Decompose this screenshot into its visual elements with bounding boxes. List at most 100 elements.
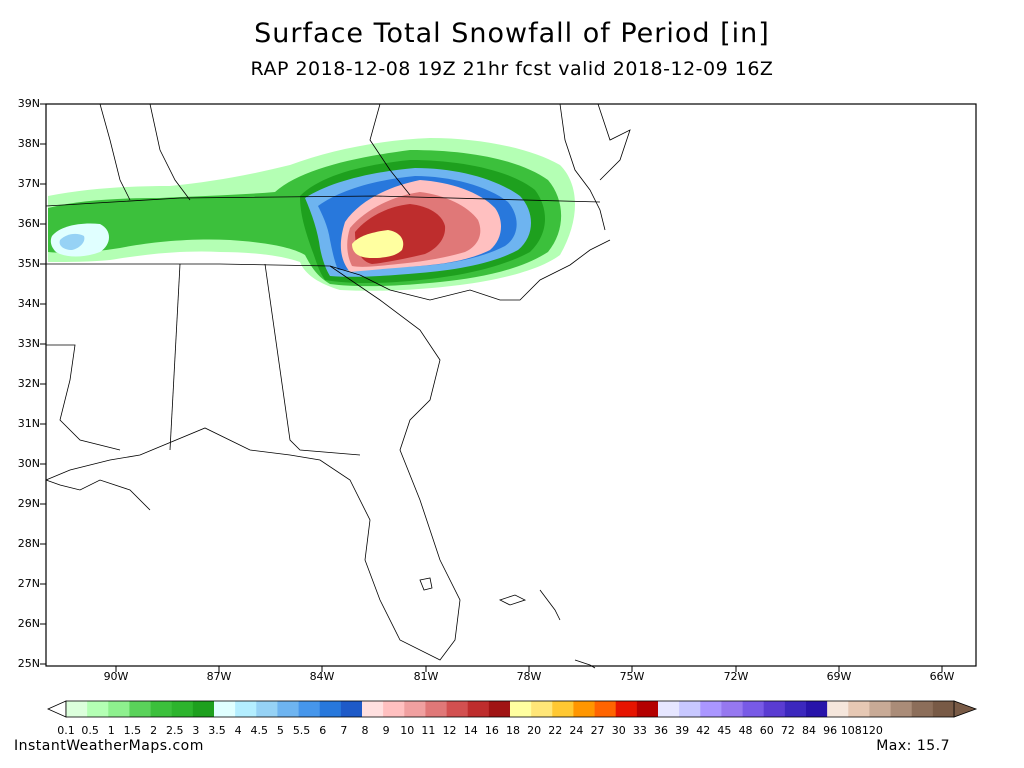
lon-label: 72W [723, 670, 749, 683]
colorbar-swatch [552, 701, 574, 717]
colorbar-tick-label: 4.5 [250, 724, 269, 737]
colorbar-tick-label: 1 [107, 724, 115, 737]
colorbar-swatch [615, 701, 638, 717]
colorbar-tick-label: 0.5 [81, 724, 99, 737]
colorbar-swatch [827, 701, 849, 717]
colorbar-tick-label: 39 [675, 724, 690, 737]
colorbar-swatch [108, 701, 130, 717]
colorbar-swatch [446, 701, 469, 717]
map-title: Surface Total Snowfall of Period [in] [254, 18, 770, 49]
colorbar-swatch [531, 701, 553, 717]
lat-label: 27N [17, 577, 40, 590]
colorbar-swatch [404, 701, 426, 717]
colorbar-swatch [235, 701, 257, 717]
colorbar-high-arrow [953, 700, 978, 718]
colorbar-tick-label: 60 [759, 724, 774, 737]
colorbar-tick-label: 42 [696, 724, 711, 737]
colorbar-tick-label: 2.5 [165, 724, 184, 737]
colorbar-swatch [129, 701, 151, 717]
lat-label: 36N [17, 217, 40, 230]
colorbar-tick-label: 0.1 [57, 724, 75, 737]
colorbar-swatch [636, 701, 659, 717]
colorbar-tick-label: 4 [234, 724, 242, 737]
snowfall-shading [48, 138, 575, 291]
colorbar-swatch [171, 701, 194, 717]
colorbar-swatch [214, 701, 236, 717]
colorbar-swatch [383, 701, 405, 717]
colorbar-tick-label: 72 [780, 724, 795, 737]
lat-label: 26N [17, 617, 40, 630]
colorbar-tick-label: 10 [400, 724, 415, 737]
colorbar-tick-label: 84 [802, 724, 816, 737]
lat-label: 32N [17, 377, 40, 390]
colorbar-tick-label: 18 [506, 724, 520, 737]
colorbar-swatch [488, 701, 511, 717]
colorbar-tick-label: 9 [382, 724, 390, 737]
map-subtitle: RAP 2018-12-08 19Z 21hr fcst valid 2018-… [250, 58, 774, 80]
lon-label: 90W [103, 670, 129, 683]
lon-label: 66W [929, 670, 955, 683]
colorbar-swatch [573, 701, 595, 717]
colorbar-tick-label: 120 [861, 724, 883, 737]
colorbar-swatch [319, 701, 342, 717]
colorbar-tick-label: 33 [632, 724, 647, 737]
colorbar-tick-label: 20 [527, 724, 542, 737]
colorbar-swatch [869, 701, 891, 717]
colorbar-swatch [784, 701, 807, 717]
lat-label: 37N [17, 177, 40, 190]
colorbar-tick-label: 108 [840, 724, 862, 737]
colorbar-tick-label: 36 [654, 724, 668, 737]
colorbar-tick-label: 2 [150, 724, 158, 737]
colorbar-tick-label: 16 [484, 724, 499, 737]
lat-label: 33N [17, 337, 40, 350]
colorbar-swatch [742, 701, 765, 717]
colorbar-swatch [277, 701, 299, 717]
colorbar-swatch [66, 701, 88, 717]
lat-label: 30N [17, 457, 40, 470]
colorbar-tick-label: 24 [569, 724, 584, 737]
colorbar-swatch [467, 701, 490, 717]
colorbar-tick-label: 3.5 [208, 724, 226, 737]
colorbar-tick-label: 11 [421, 724, 436, 737]
colorbar-tick-label: 14 [463, 724, 478, 737]
colorbar-swatch [763, 701, 786, 717]
colorbar-tick-label: 8 [361, 724, 369, 737]
colorbar-tick-label: 48 [738, 724, 753, 737]
colorbar-swatch [150, 701, 173, 717]
lat-label: 35N [17, 257, 40, 270]
lat-label: 34N [17, 297, 40, 310]
colorbar [47, 700, 978, 718]
map-borders [45, 103, 631, 669]
colorbar-swatch [340, 701, 363, 717]
map-frame [45, 103, 977, 667]
colorbar-swatch [890, 701, 913, 717]
colorbar-swatch [700, 701, 722, 717]
colorbar-tick-label: 5.5 [292, 724, 311, 737]
colorbar-tick-label: 7 [340, 724, 348, 737]
lon-label: 87W [206, 670, 232, 683]
lon-label: 75W [619, 670, 645, 683]
colorbar-swatch [425, 701, 447, 717]
colorbar-swatch [510, 701, 532, 717]
lat-label: 39N [17, 97, 40, 110]
colorbar-swatch [911, 701, 934, 717]
colorbar-tick-label: 3 [192, 724, 200, 737]
colorbar-swatch [932, 701, 955, 717]
colorbar-swatch [806, 701, 828, 717]
lon-label: 84W [309, 670, 335, 683]
lat-label: 31N [17, 417, 40, 430]
colorbar-tick-label: 1.5 [123, 724, 142, 737]
lat-label: 25N [17, 657, 40, 670]
lon-label: 69W [826, 670, 852, 683]
credit-text: InstantWeatherMaps.com [14, 738, 204, 754]
lon-label: 78W [516, 670, 542, 683]
lat-label: 38N [17, 137, 40, 150]
lon-label: 81W [413, 670, 439, 683]
colorbar-tick-label: 27 [590, 724, 605, 737]
colorbar-swatch [192, 701, 215, 717]
colorbar-swatch [679, 701, 701, 717]
colorbar-tick-label: 5 [276, 724, 284, 737]
colorbar-swatch [594, 701, 617, 717]
lat-label: 29N [17, 497, 40, 510]
